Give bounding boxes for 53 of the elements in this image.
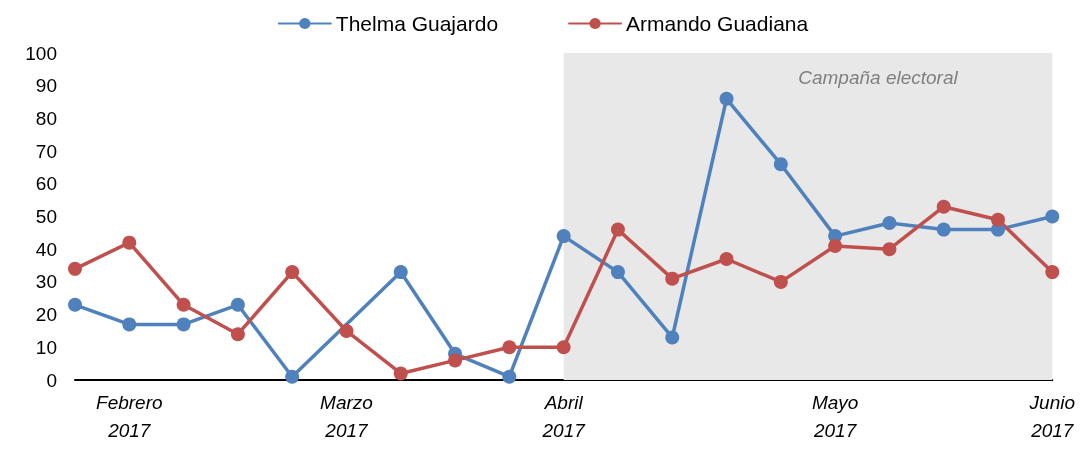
- y-tick-label: 50: [35, 206, 57, 227]
- point: [610, 222, 625, 237]
- point: [502, 340, 517, 355]
- point: [122, 235, 137, 250]
- point: [230, 327, 245, 342]
- y-tick-label: 10: [35, 336, 57, 358]
- point: [719, 91, 734, 106]
- point: [882, 242, 897, 257]
- x-tick-label: Abril 2017: [541, 391, 587, 441]
- point: [1045, 209, 1060, 224]
- x-tick-label: Junio 2017: [1028, 391, 1075, 441]
- y-tick-label: 60: [35, 173, 57, 195]
- y-tick-label: 100: [25, 42, 57, 64]
- x-tick-label: Febrero 2017: [96, 391, 163, 441]
- point: [122, 317, 137, 332]
- point: [773, 157, 788, 172]
- legend-label: Thelma Guajardo: [335, 12, 499, 35]
- y-tick-label: 0: [46, 369, 57, 391]
- legend-label: Armando Guadiana: [626, 12, 809, 35]
- y-tick-label: 30: [35, 271, 57, 293]
- point: [502, 369, 517, 384]
- point: [719, 252, 734, 267]
- y-tick-label: 20: [35, 304, 57, 326]
- point: [448, 353, 463, 368]
- x-tick-label: Mayo 2017: [811, 391, 859, 441]
- point: [68, 297, 82, 312]
- point: [176, 297, 191, 312]
- point: [936, 199, 951, 214]
- point: [393, 265, 408, 280]
- y-tick-label: 90: [35, 75, 57, 97]
- point: [991, 212, 1005, 227]
- point: [665, 271, 680, 286]
- point: [393, 366, 408, 381]
- point: [556, 340, 571, 355]
- point: [828, 238, 843, 253]
- x-tick-label: Marzo 2017: [320, 391, 373, 441]
- y-tick-label: 40: [35, 238, 57, 260]
- point: [936, 222, 951, 237]
- point: [1045, 265, 1060, 280]
- point: [285, 369, 300, 384]
- point: [68, 261, 82, 276]
- band-label: Campaña electoral: [798, 67, 959, 88]
- point: [882, 216, 897, 231]
- point: [339, 323, 354, 338]
- point: [773, 274, 788, 289]
- point: [665, 330, 680, 345]
- y-tick-label: 70: [35, 140, 57, 162]
- point: [176, 317, 191, 332]
- point: [285, 265, 300, 280]
- y-tick-label: 80: [35, 107, 57, 129]
- point: [556, 229, 571, 244]
- point: [230, 297, 245, 312]
- point: [610, 265, 625, 280]
